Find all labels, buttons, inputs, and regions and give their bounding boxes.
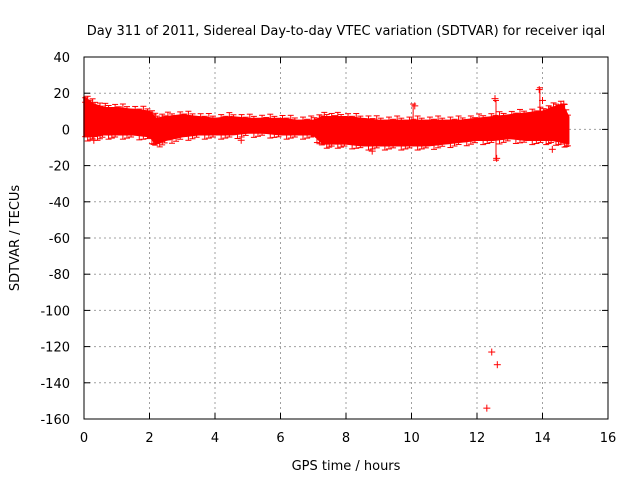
data-series — [82, 86, 571, 412]
data-point — [237, 136, 245, 144]
y-axis-label: SDTVAR / TECUs — [8, 185, 23, 292]
x-tick-label: 10 — [403, 431, 420, 446]
y-tick-label: 40 — [53, 51, 70, 66]
data-point — [175, 122, 183, 130]
data-point — [488, 348, 496, 356]
chart-title: Day 311 of 2011, Sidereal Day-to-day VTE… — [87, 24, 606, 39]
sdtvar-band — [83, 96, 570, 147]
x-tick-label: 2 — [145, 431, 153, 446]
data-point — [560, 100, 568, 108]
x-tick-label: 14 — [534, 431, 551, 446]
data-point — [547, 105, 555, 113]
y-tick-label: -80 — [49, 268, 70, 283]
y-tick-label: 0 — [62, 123, 70, 138]
y-tick-label: -140 — [40, 377, 70, 392]
data-point — [548, 145, 556, 153]
x-tick-label: 8 — [342, 431, 350, 446]
data-point — [90, 136, 98, 144]
data-point — [493, 361, 501, 369]
x-tick-label: 0 — [80, 431, 88, 446]
y-tick-label: -60 — [49, 232, 70, 247]
data-point — [411, 102, 419, 110]
data-point — [368, 147, 376, 155]
data-point — [82, 98, 90, 106]
y-tick-label: -160 — [40, 413, 70, 428]
y-tick-label: -20 — [49, 160, 70, 175]
x-tick-label: 6 — [276, 431, 284, 446]
grid-lines — [84, 57, 608, 419]
y-tick-label: -40 — [49, 196, 70, 211]
y-tick-label: 20 — [53, 87, 70, 102]
data-point — [493, 154, 501, 162]
data-point — [483, 404, 491, 412]
x-tick-label: 4 — [211, 431, 219, 446]
axis-ticks: 0 2 4 6 8 10 12 14 16 40 20 0 -20 -40 -60 -80 -100 -120 -1… — [40, 51, 616, 446]
data-point — [535, 86, 543, 94]
y-tick-label: -100 — [40, 304, 70, 319]
data-point — [539, 96, 546, 104]
data-point — [491, 95, 499, 103]
plot-frame — [83, 56, 609, 420]
x-tick-label: 12 — [469, 431, 486, 446]
x-axis-label: GPS time / hours — [292, 459, 401, 474]
y-tick-label: -120 — [40, 341, 70, 356]
x-tick-label: 16 — [600, 431, 617, 446]
